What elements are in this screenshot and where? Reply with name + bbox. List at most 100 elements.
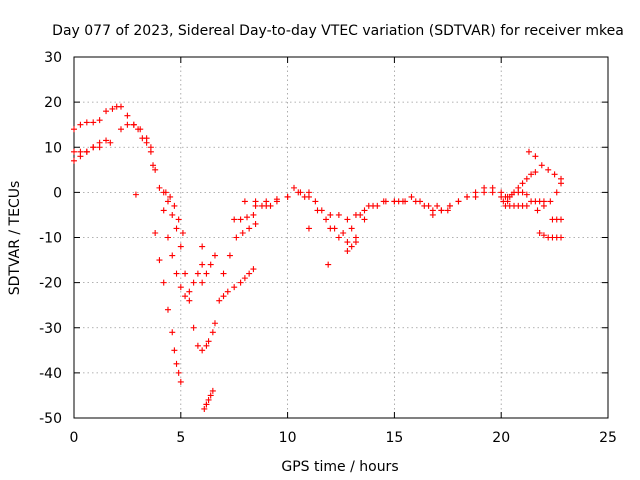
data-point [523,202,530,209]
data-point [327,225,334,232]
data-point [194,342,201,349]
data-point [90,119,97,126]
data-point [241,198,248,205]
data-point [246,270,253,277]
series-track-18 [327,216,368,246]
data-point [96,144,103,151]
series-track-2 [71,137,114,164]
data-point [417,198,424,205]
data-point [536,229,543,236]
data-point [150,162,157,169]
y-axis-label: SDTVAR / TECUs [7,181,23,296]
data-point [173,270,180,277]
data-point [143,135,150,142]
data-points [71,103,565,412]
data-point [164,234,171,241]
data-point [160,279,167,286]
data-point [90,144,97,151]
x-tick-label: 25 [599,430,617,446]
data-point [117,103,124,110]
data-point [305,225,312,232]
data-point [374,202,381,209]
data-point [186,297,193,304]
data-point [519,180,526,187]
series-track-27 [549,216,565,223]
data-point [152,229,159,236]
series-track-21 [502,198,547,209]
data-point [558,180,565,187]
data-point [553,189,560,196]
data-point [71,148,77,155]
series-track-3 [71,144,103,155]
data-point [327,211,334,218]
data-point [103,137,110,144]
data-point [545,166,552,173]
data-point [117,126,124,133]
data-point [103,108,110,115]
data-point [199,261,206,268]
data-point [252,220,259,227]
x-tick-label: 15 [385,430,403,446]
data-point [361,216,368,223]
data-point [284,193,291,200]
data-point [190,279,197,286]
data-point [267,202,274,209]
data-point [325,261,332,268]
data-point [203,401,210,408]
data-point [109,105,116,112]
data-point [77,121,84,128]
data-point [352,239,359,246]
data-point [547,198,554,205]
data-point [241,275,248,282]
axis-ticks [73,56,609,419]
data-point [340,229,347,236]
data-point [382,198,389,205]
data-point [182,293,189,300]
data-point [540,202,547,209]
data-point [446,202,453,209]
data-point [489,189,496,196]
series-track-19 [344,239,359,255]
data-point [523,175,530,182]
data-point [203,270,210,277]
series-track-9 [205,320,218,345]
data-point [186,288,193,295]
data-point [472,193,479,200]
data-point [250,211,257,218]
data-point [124,112,131,119]
data-point [525,148,532,155]
data-point [519,189,526,196]
y-tick-label: 10 [44,140,62,156]
data-point [365,202,372,209]
series-track-11 [216,266,257,304]
data-point [171,202,178,209]
data-point [425,202,432,209]
data-point [335,234,342,241]
data-point [83,119,90,126]
data-point [175,216,182,223]
data-point [237,279,244,286]
data-point [273,198,280,205]
y-tick-label: 30 [44,50,62,66]
data-point [182,270,189,277]
y-tick-label: -10 [39,231,62,247]
data-point [199,279,206,286]
data-point [538,162,545,169]
x-tick-label: 10 [279,430,297,446]
data-point [211,320,218,327]
data-point [96,117,103,124]
series-track-25 [534,180,565,214]
data-point [312,198,319,205]
data-point [348,225,355,232]
data-point [395,198,402,205]
data-point [207,392,214,399]
data-point [504,193,511,200]
data-point [323,216,330,223]
x-tick-label: 5 [176,430,185,446]
series-track-5 [152,229,184,385]
data-point [156,184,163,191]
data-point [216,297,223,304]
data-point [71,126,77,133]
data-point [169,329,176,336]
